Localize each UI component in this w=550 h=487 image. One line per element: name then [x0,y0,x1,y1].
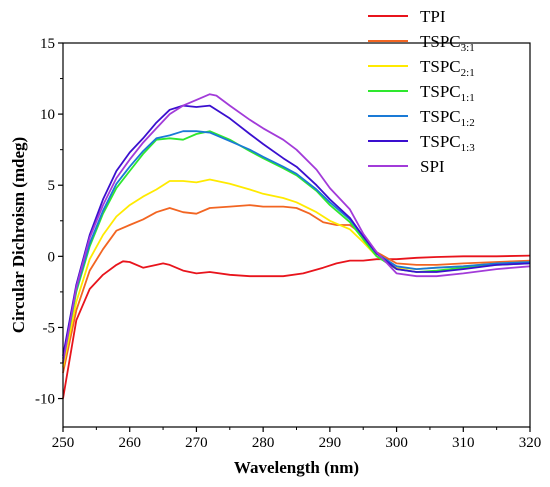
x-tick-label: 300 [385,435,408,451]
legend-label: TSPC3:1 [420,32,475,54]
x-tick-label: 270 [185,435,208,451]
x-tick-label: 290 [319,435,342,451]
legend-label-subscript: 3:1 [461,42,475,54]
y-tick-label: 5 [48,178,56,194]
legend-label-subscript: 1:1 [461,92,475,104]
legend: TPITSPC3:1TSPC2:1TSPC1:1TSPC1:2TSPC1:3SP… [368,7,475,176]
series-line-4 [62,130,531,359]
x-tick-label: 310 [452,435,475,451]
legend-label-subscript: 2:1 [461,67,475,79]
x-tick-label: 250 [52,435,75,451]
series-line-6 [62,93,531,364]
series-line-0 [62,254,531,399]
y-tick-label: 0 [48,249,56,265]
legend-label: TSPC1:3 [420,132,475,154]
legend-label-main: TSPC [420,132,461,151]
x-tick-label: 280 [252,435,275,451]
series-line-5 [62,104,531,357]
legend-label-main: TSPC [420,107,461,126]
legend-label-subscript: 1:3 [461,142,476,154]
y-tick-label: -5 [43,320,56,336]
legend-label: TSPC1:2 [420,107,475,129]
series-lines [62,93,531,399]
y-tick-label: 10 [40,107,55,123]
x-axis: 250 260 270 280 290 300 310 320 [52,427,542,451]
x-axis-title: Wavelength (nm) [234,458,359,477]
y-tick-label: -10 [35,392,55,408]
legend-label-subscript: 1:2 [461,117,475,129]
legend-label-main: TPI [420,7,446,26]
legend-label-main: SPI [420,157,445,176]
legend-label: SPI [420,157,445,176]
y-tick-label: 15 [40,36,55,52]
legend-label-main: TSPC [420,82,461,101]
series-line-1 [62,204,531,374]
legend-label: TSPC1:1 [420,82,475,104]
legend-label-main: TSPC [420,32,461,51]
legend-label: TSPC2:1 [420,57,475,79]
x-tick-label: 260 [118,435,141,451]
y-axis-title: Circular Dichroism (mdeg) [9,137,28,333]
legend-label-main: TSPC [420,57,461,76]
x-tick-label: 320 [519,435,542,451]
legend-label: TPI [420,7,446,26]
y-axis: -10 -5 0 5 10 15 [35,36,63,408]
